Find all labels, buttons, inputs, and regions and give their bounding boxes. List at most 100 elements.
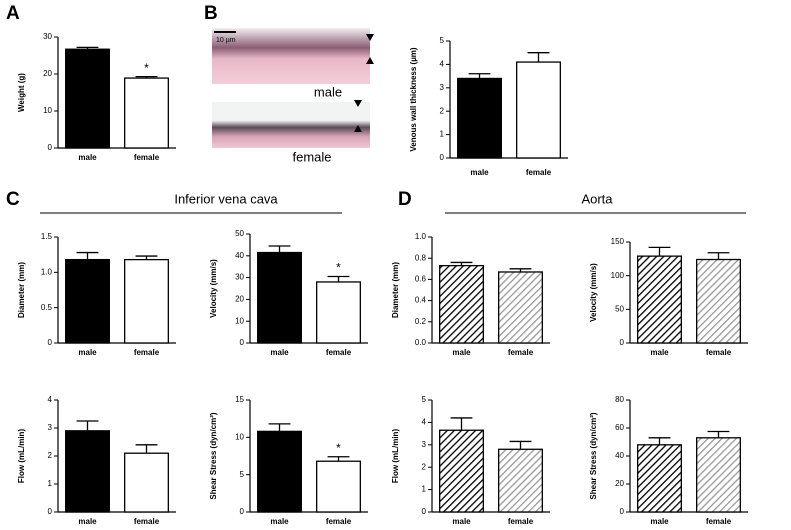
- y-tick-label: 2: [440, 106, 445, 115]
- bar: [457, 77, 502, 159]
- micrograph-image: [212, 28, 370, 84]
- y-tick-label: 0: [620, 338, 625, 347]
- bar-chart: 0 1 2 3 4 5 Venous wall thickness (µm) male fema…: [409, 36, 568, 177]
- y-tick-label: 1: [48, 479, 53, 488]
- x-tick-label: female: [326, 348, 352, 357]
- bar-chart: 0.0 0.2 0.4 0.6 0.8 1.0 Diameter (mm) male femal…: [391, 232, 550, 357]
- error-bar: [450, 417, 473, 431]
- error-bar: [76, 46, 99, 50]
- x-tick-label: female: [134, 517, 160, 526]
- x-tick-label: female: [134, 348, 160, 357]
- y-tick-label: 0.5: [41, 303, 53, 312]
- bar-chart: 0 20 40 60 80 Shear Stress (dyn/cm²) male femal…: [589, 395, 748, 526]
- y-tick-label: 5: [440, 36, 445, 45]
- y-tick-label: 0: [48, 338, 53, 347]
- y-tick-label: 20: [235, 295, 244, 304]
- bar-chart: 0 10 20 30 Weight (g) male female *: [17, 32, 176, 162]
- panel-label: D: [398, 189, 412, 210]
- error-bar: [327, 456, 350, 462]
- y-tick-label: 0.2: [415, 317, 427, 326]
- panel-label: C: [6, 189, 20, 210]
- x-tick-label: male: [470, 168, 489, 177]
- error-bar: [707, 252, 730, 260]
- y-tick-label: 5: [240, 470, 245, 479]
- y-tick-label: 50: [235, 229, 244, 238]
- y-tick-label: 1.0: [415, 232, 427, 241]
- x-tick-label: male: [78, 348, 97, 357]
- y-tick-label: 2: [422, 462, 427, 471]
- y-tick-label: 15: [235, 395, 244, 404]
- x-tick-label: female: [706, 517, 732, 526]
- y-axis-label: Venous wall thickness (µm): [409, 47, 418, 152]
- y-tick-label: 10: [235, 316, 244, 325]
- significance-marker: *: [144, 61, 149, 75]
- y-tick-label: 0: [240, 338, 245, 347]
- y-tick-label: 4: [440, 60, 445, 69]
- bar: [124, 77, 169, 149]
- bar: [65, 430, 110, 513]
- y-tick-label: 0: [240, 507, 245, 516]
- x-tick-label: female: [526, 168, 552, 177]
- error-bar: [468, 73, 491, 79]
- bar-chart: 0 1 2 3 4 Flow (mL/min) male female: [17, 395, 176, 526]
- y-tick-label: 0: [620, 507, 625, 516]
- error-bar: [135, 75, 158, 79]
- x-tick-label: male: [270, 348, 289, 357]
- y-tick-label: 0: [422, 507, 427, 516]
- x-tick-label: male: [452, 348, 471, 357]
- bar: [439, 264, 484, 344]
- error-bar: [76, 251, 99, 260]
- y-tick-label: 40: [615, 451, 624, 460]
- y-tick-label: 4: [422, 418, 427, 427]
- bar: [498, 271, 543, 344]
- y-tick-label: 0.8: [415, 253, 427, 262]
- y-tick-label: 4: [48, 395, 53, 404]
- bar: [637, 444, 682, 513]
- significance-marker: *: [336, 441, 341, 455]
- significance-marker: *: [336, 261, 341, 275]
- error-bar: [327, 275, 350, 282]
- bar-chart: 0 50 100 150 Velocity (mm/s) male female: [589, 237, 748, 357]
- y-tick-label: 0: [48, 143, 53, 152]
- y-tick-label: 100: [611, 271, 625, 280]
- y-tick-label: 1.0: [41, 267, 53, 276]
- arrowhead: [354, 100, 362, 132]
- y-axis-label: Shear Stress (dyn/cm²): [589, 412, 598, 499]
- y-tick-label: 5: [422, 395, 427, 404]
- y-axis-label: Flow (mL/min): [391, 429, 400, 484]
- bar: [696, 258, 741, 344]
- error-bar: [509, 440, 532, 450]
- error-bar: [450, 261, 473, 266]
- x-tick-label: male: [78, 153, 97, 162]
- y-axis-label: Weight (g): [17, 73, 26, 112]
- bar: [316, 460, 361, 513]
- bar: [516, 61, 561, 159]
- x-tick-label: male: [452, 517, 471, 526]
- y-tick-label: 20: [615, 479, 624, 488]
- x-tick-label: male: [270, 517, 289, 526]
- bar: [696, 437, 741, 513]
- x-tick-label: female: [326, 517, 352, 526]
- y-tick-label: 0.0: [415, 338, 427, 347]
- y-tick-label: 2: [48, 451, 53, 460]
- error-bar: [268, 245, 291, 253]
- y-tick-label: 80: [615, 395, 624, 404]
- y-axis-label: Flow (mL/min): [17, 429, 26, 484]
- bar: [124, 452, 169, 513]
- bar: [257, 430, 302, 513]
- bar: [65, 48, 110, 149]
- bar: [316, 281, 361, 344]
- x-tick-label: female: [134, 153, 160, 162]
- y-tick-label: 0.6: [415, 275, 427, 284]
- bar: [124, 258, 169, 344]
- x-tick-label: male: [650, 517, 669, 526]
- y-axis-label: Velocity (mm/s): [209, 259, 218, 318]
- y-tick-label: 40: [235, 251, 244, 260]
- error-bar: [527, 52, 550, 63]
- y-tick-label: 10: [43, 106, 52, 115]
- x-tick-label: female: [706, 348, 732, 357]
- section-title: Inferior vena cava: [174, 191, 278, 206]
- y-tick-label: 0: [440, 153, 445, 162]
- y-tick-label: 10: [235, 432, 244, 441]
- error-bar: [135, 255, 158, 260]
